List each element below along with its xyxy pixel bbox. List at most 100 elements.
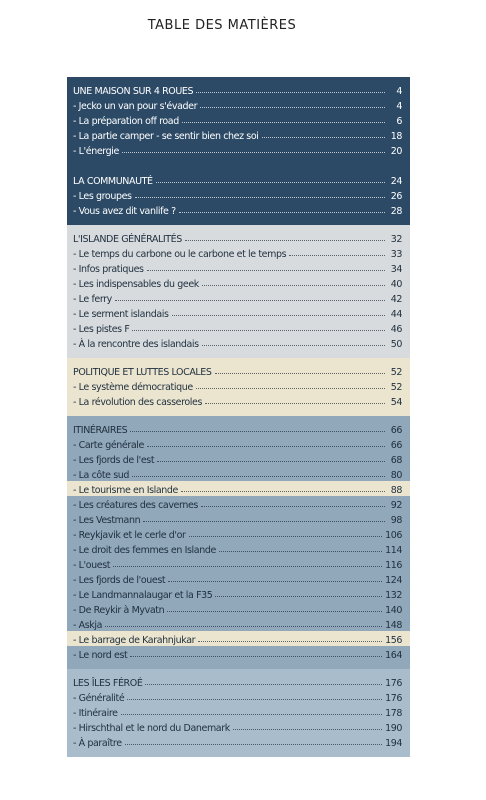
entry-row: - L'énergie 20 [67,142,410,157]
entry-text: - Askja [73,620,103,631]
leader [215,596,383,597]
page-number: 132 [385,590,402,601]
leader [261,137,385,138]
entry-text: - Les fjords de l'est [73,455,155,466]
page-number: 46 [390,324,403,335]
entry-text: - Les Vestmann [73,515,141,526]
leader [127,699,383,700]
section-row: UNE MAISON SUR 4 ROUES 4 [67,82,410,97]
page-number: 124 [385,575,402,586]
entry-row: - De Reykir à Myvatn 140 [67,601,410,616]
page-number: 4 [396,101,402,112]
toc: UNE MAISON SUR 4 ROUES 4- Jecko un van po… [67,77,410,757]
entry-row: - La partie camper - se sentir bien chez… [67,127,410,142]
leader [200,107,385,108]
entry-text: - De Reykir à Myvatn [73,605,165,616]
leader [205,403,385,404]
entry-row: - Les pistes F 46 [67,320,410,335]
entry-text: - L'énergie [73,146,119,157]
section-heading: ITINÉRAIRES [73,425,128,436]
entry-row: - Le serment islandais 44 [67,305,410,320]
entry-row: - Vous avez dit vanlife ? 28 [67,202,410,217]
leader [132,330,385,331]
entry-text: - Les groupes [73,191,132,202]
section-row: ITINÉRAIRES 66 [67,421,410,436]
section-row: POLITIQUE ET LUTTES LOCALES 52 [67,363,410,378]
entry-row: - Le nord est 164 [67,646,410,661]
page-number: 116 [385,560,402,571]
leader [120,714,383,715]
leader [198,641,383,642]
entry-text: - Le système démocratique [73,382,193,393]
page-number: 6 [396,116,402,127]
section-block: ITINÉRAIRES 66- Carte générale 66- Les fjo… [67,416,410,669]
entry-text: - Le serment islandais [73,309,169,320]
entry-row: - À la rencontre des islandais 50 [67,335,410,350]
page-number: 190 [385,723,402,734]
leader [171,315,385,316]
group: ITINÉRAIRES 66- Carte générale 66- Les fjo… [67,421,410,661]
group: L'ISLANDE GÉNÉRALITÉS 32 - Le temps du car… [67,230,410,350]
leader [143,521,385,522]
page-number: 52 [390,367,403,378]
entry-text: - Les fjords de l'ouest [73,575,166,586]
section-heading: POLITIQUE ET LUTTES LOCALES [73,367,212,378]
entry-text: - La partie camper - se sentir bien chez… [73,131,259,142]
entry-text: - L'ouest [73,560,111,571]
entry-row: - Hirschthal et le nord du Danemark 190 [67,719,410,734]
entry-row: - Infos pratiques 34 [67,260,410,275]
leader [105,626,383,627]
leader [145,684,383,685]
group: LA COMMUNAUTÉ 24- Les groupes 26- Vous ave… [67,172,410,217]
entry-row: - Le tourisme en Islande 88 [67,481,410,496]
page-number: 32 [390,234,403,245]
page-number: 34 [390,264,403,275]
leader [168,581,383,582]
entry-text: - La côte sud [73,470,130,481]
section-heading: LA COMMUNAUTÉ [73,176,153,187]
page-number: 40 [390,279,403,290]
entry-text: - Infos pratiques [73,264,144,275]
page-number: 164 [385,650,402,661]
page-number: 140 [385,605,402,616]
leader [178,212,385,213]
leader [146,446,385,447]
entry-row: - Jecko un van pour s'évader 4 [67,97,410,112]
entry-row: - Itinéraire 178 [67,704,410,719]
leader [214,373,385,374]
entry-text: - Hirschthal et le nord du Danemark [73,723,230,734]
entry-text: - Le nord est [73,650,128,661]
entry-text: - Les créatures des cavernes [73,500,198,511]
leader [289,255,385,256]
entry-row: - La préparation off road 6 [67,112,410,127]
entry-text: - Vous avez dit vanlife ? [73,206,176,217]
page-number: 44 [390,309,403,320]
leader [130,431,385,432]
section-row: LES ÎLES FÉROÉ 176 [67,674,410,689]
section-heading: L'ISLANDE GÉNÉRALITÉS [73,234,182,245]
group: UNE MAISON SUR 4 ROUES 4- Jecko un van po… [67,82,410,157]
leader [196,92,385,93]
leader [113,566,383,567]
page-number: 33 [390,249,403,260]
page-number: 24 [390,176,403,187]
entry-row: - La révolution des casseroles 54 [67,393,410,408]
entry-text: - Le barrage de Karahnjukar [73,635,196,646]
section-row: L'ISLANDE GÉNÉRALITÉS 32 [67,230,410,245]
entry-row: - Le barrage de Karahnjukar 156 [67,631,410,646]
entry-row: - Le droit des femmes en Islande 114 [67,541,410,556]
entry-row: - La côte sud 80 [67,466,410,481]
entry-row: - Le système démocratique 52 [67,378,410,393]
entry-row: - Les groupes 26 [67,187,410,202]
entry-text: - Carte générale [73,440,144,451]
leader [232,729,383,730]
entry-text: - Généralité [73,693,125,704]
page-number: 176 [385,693,402,704]
title: TABLE DES MATIÈRES [147,18,297,33]
entry-text: - Jecko un van pour s'évader [73,101,198,112]
page-number: 80 [390,470,403,481]
page-number: 68 [390,455,403,466]
page-number: 194 [385,738,402,749]
leader [114,300,385,301]
